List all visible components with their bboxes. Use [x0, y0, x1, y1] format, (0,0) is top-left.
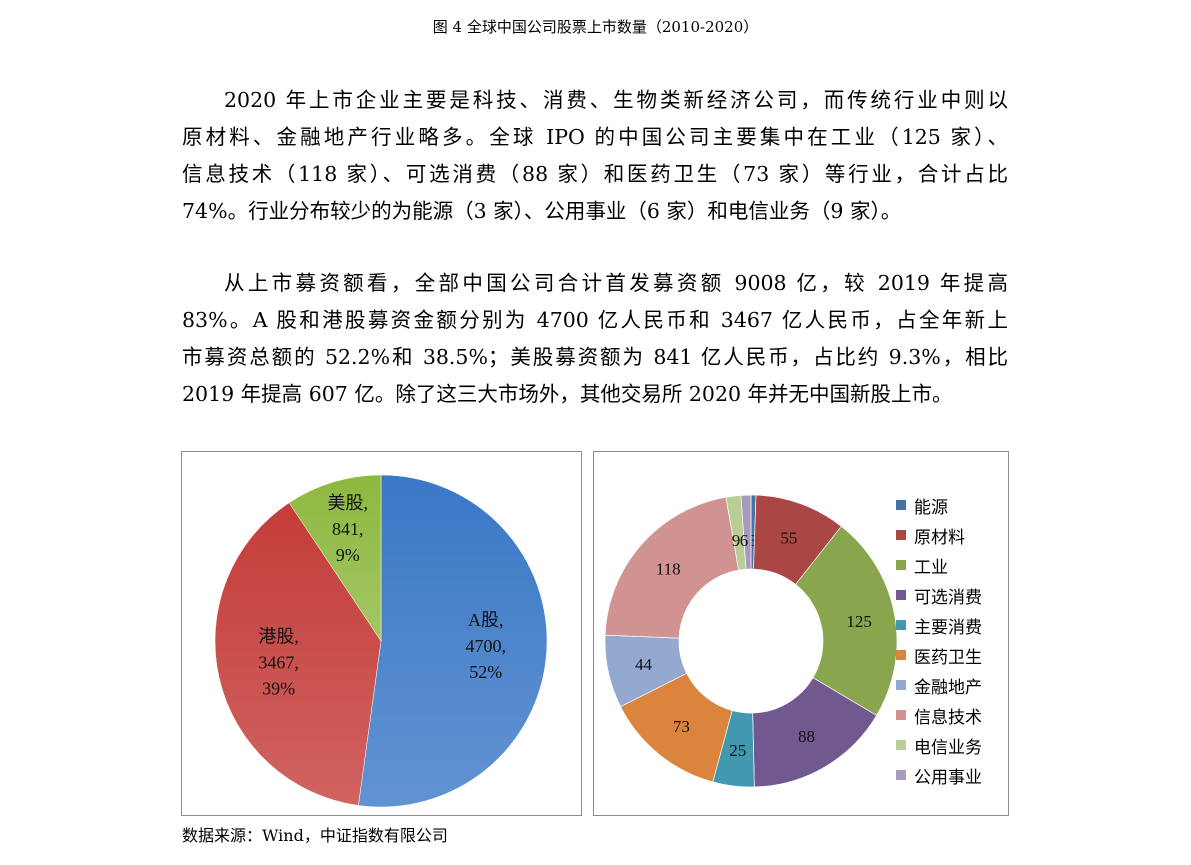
pie-data-label: 39% — [262, 678, 295, 698]
legend-label: 原材料 — [914, 527, 965, 548]
legend-label: 工业 — [914, 557, 948, 578]
legend-swatch — [896, 770, 906, 780]
pie-slice-2 — [288, 474, 382, 642]
paragraph-line: 2019 年提高 607 亿。除了这三大市场外，其他交易所 2020 年并无中国… — [182, 382, 953, 406]
pie-data-label: 52% — [469, 662, 502, 682]
donut-data-label: 3 — [749, 531, 758, 550]
donut-data-label: 55 — [780, 529, 797, 548]
pie-data-label: 9% — [336, 545, 360, 565]
legend-item: 原材料 — [896, 520, 982, 550]
legend-swatch — [896, 560, 906, 570]
legend-item: 公用事业 — [896, 760, 982, 790]
paragraph-line: 信息技术（118 家）、可选消费（88 家）和医药卫生（73 家）等行业，合计占… — [182, 162, 1008, 186]
pie-data-label: 841, — [332, 519, 364, 539]
donut-data-label: 9 — [732, 531, 741, 550]
legend-label: 金融地产 — [914, 677, 982, 698]
legend-label: 可选消费 — [914, 587, 982, 608]
industry-donut-chart: 3 55 125 88 25 73 44 118 9 6 — [604, 494, 898, 788]
legend-item: 可选消费 — [896, 580, 982, 610]
pie-data-label: 港股, — [258, 626, 299, 646]
legend-item: 信息技术 — [896, 700, 982, 730]
donut-data-label: 25 — [729, 741, 746, 760]
donut-data-label: 44 — [635, 655, 653, 674]
paragraph-line: 74%。行业分布较少的为能源（3 家）、公用事业（6 家）和电信业务（9 家）。 — [182, 199, 902, 223]
figure-title: 图 4 全球中国公司股票上市数量（2010-2020） — [432, 18, 759, 36]
legend-label: 信息技术 — [914, 707, 982, 728]
legend-swatch — [896, 740, 906, 750]
legend-item: 电信业务 — [896, 730, 982, 760]
legend-label: 公用事业 — [914, 767, 982, 788]
legend-item: 金融地产 — [896, 670, 982, 700]
legend-swatch — [896, 620, 906, 630]
legend-item: 工业 — [896, 550, 982, 580]
paragraph-line: 原材料、金融地产行业略多。全球 IPO 的中国公司主要集中在工业（125 家）、 — [182, 125, 1008, 149]
pie-slice-1 — [214, 502, 382, 806]
donut-legend: 能源原材料工业可选消费主要消费医药卫生金融地产信息技术电信业务公用事业 — [896, 490, 982, 790]
legend-swatch — [896, 500, 906, 510]
legend-item: 主要消费 — [896, 610, 982, 640]
legend-item: 能源 — [896, 490, 982, 520]
legend-swatch — [896, 710, 906, 720]
data-source: 数据来源：Wind，中证指数有限公司 — [182, 826, 448, 845]
pie-data-label: 美股, — [328, 493, 369, 513]
donut-data-label: 125 — [846, 612, 872, 631]
legend-swatch — [896, 650, 906, 660]
donut-data-label: 6 — [740, 531, 749, 550]
market-pie-chart-panel: A股, 4700, 52% 港股, 3467, 39% 美股, 841, 9% — [181, 451, 582, 816]
legend-label: 主要消费 — [914, 617, 982, 638]
legend-swatch — [896, 530, 906, 540]
pie-data-label: 3467, — [258, 652, 299, 672]
paragraph-line: 2020 年上市企业主要是科技、消费、生物类新经济公司，而传统行业中则以 — [224, 88, 1008, 112]
donut-data-label: 118 — [656, 560, 681, 579]
donut-data-label: 73 — [673, 717, 690, 736]
legend-label: 能源 — [914, 497, 948, 518]
industry-donut-chart-panel: 3 55 125 88 25 73 44 118 9 6 — [593, 451, 1009, 816]
donut-data-label: 88 — [798, 727, 815, 746]
legend-label: 医药卫生 — [914, 647, 982, 668]
donut-slice-7 — [604, 496, 740, 639]
paragraph-line: 从上市募资额看，全部中国公司合计首发募资额 9008 亿，较 2019 年提高 — [224, 271, 1008, 295]
paragraph-line: 83%。A 股和港股募资金额分别为 4700 亿人民币和 3467 亿人民币，占… — [182, 308, 1008, 332]
legend-item: 医药卫生 — [896, 640, 982, 670]
pie-data-label: 4700, — [466, 636, 507, 656]
paragraph-line: 市募资总额的 52.2%和 38.5%；美股募资额为 841 亿人民币，占比约 … — [182, 345, 1008, 369]
pie-data-label: A股, — [468, 610, 504, 630]
donut-slice-2 — [795, 525, 898, 716]
paragraph-fundraising: 从上市募资额看，全部中国公司合计首发募资额 9008 亿，较 2019 年提高 8… — [182, 265, 1008, 413]
donut-slice-9 — [740, 494, 752, 570]
paragraph-industry: 2020 年上市企业主要是科技、消费、生物类新经济公司，而传统行业中则以原材料、… — [182, 82, 1008, 230]
legend-swatch — [896, 680, 906, 690]
pie-slice-0 — [358, 474, 548, 808]
market-pie-chart: A股, 4700, 52% 港股, 3467, 39% 美股, 841, 9% — [214, 474, 548, 808]
legend-label: 电信业务 — [914, 737, 982, 758]
legend-swatch — [896, 590, 906, 600]
